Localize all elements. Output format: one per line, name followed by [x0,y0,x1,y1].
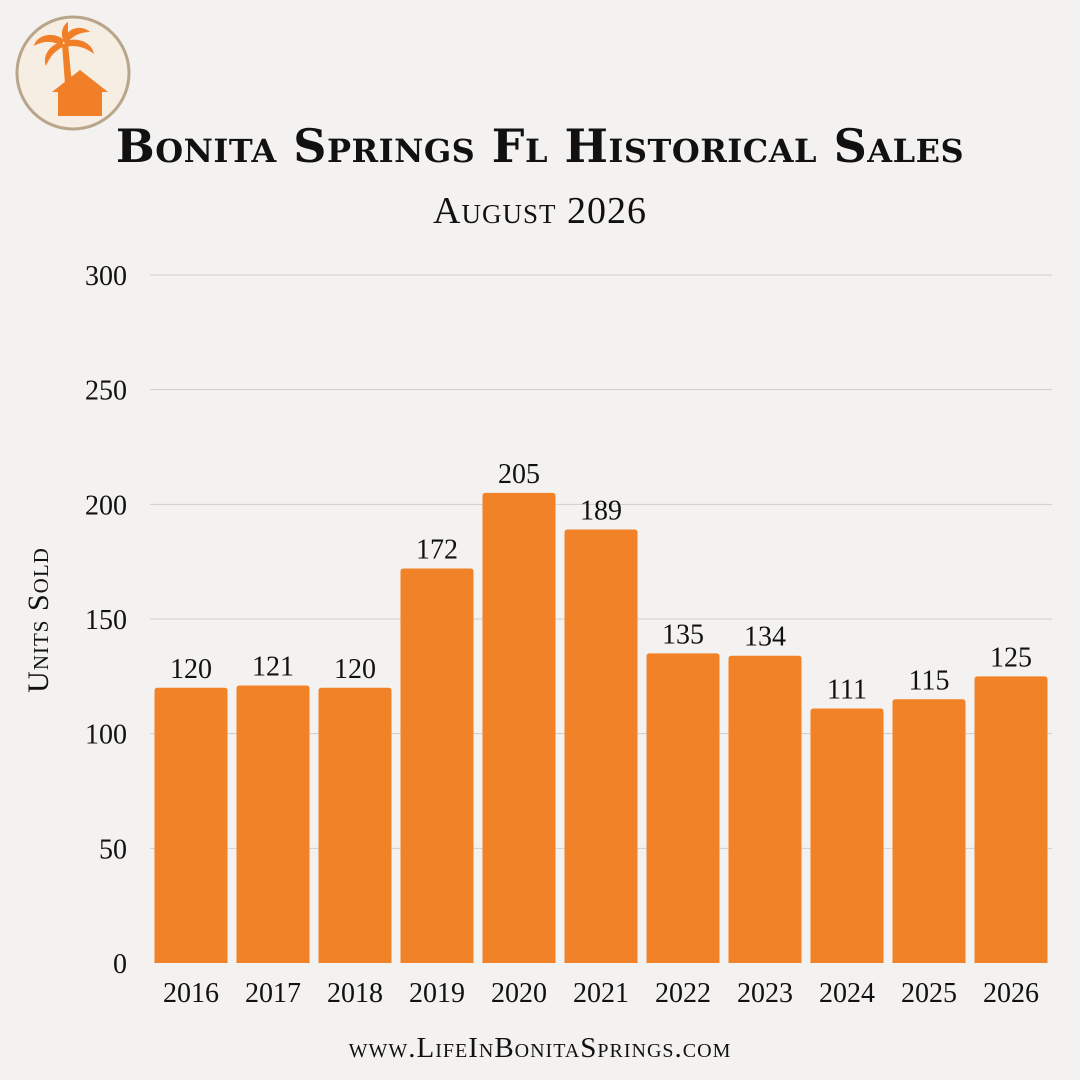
data-labels: 120 121 120 172 205 189 135 134 111 115 125 [170,459,1032,706]
data-label-2019: 172 [416,535,458,566]
bar-2021 [564,529,638,963]
chart-subtitle: August 2026 [433,190,647,232]
y-tick-label: 0 [113,949,127,980]
bar-2025 [892,699,966,963]
data-label-2020: 205 [498,459,540,490]
y-tick-label: 150 [85,605,127,636]
bar-2017 [236,685,310,963]
bar-2019 [400,568,474,963]
x-tick-label: 2019 [409,978,465,1009]
palm-tree-house-icon [34,22,108,116]
data-label-2024: 111 [827,674,867,705]
data-label-2025: 115 [909,665,950,696]
bars [154,492,1048,963]
data-label-2023: 134 [744,622,786,653]
chart-title: Bonita Springs Fl Historical Sales [115,119,965,173]
y-tick-label: 250 [85,376,127,407]
bar-2026 [974,676,1048,963]
x-tick-labels: 2016 2017 2018 2019 2020 2021 2022 2023 2024 2025… [163,978,1039,1009]
y-tick-label: 100 [85,720,127,751]
website-url: www.LifeInBonitaSprings.com [348,1032,732,1064]
bar-2016 [154,687,228,963]
data-label-2021: 189 [580,496,622,527]
logo [15,15,131,131]
x-tick-label: 2020 [491,978,547,1009]
data-label-2018: 120 [334,654,376,685]
y-axis-label: Units Sold [22,547,55,693]
y-tick-labels: 0 50 100 150 200 250 300 [85,261,127,980]
data-label-2026: 125 [990,642,1032,673]
x-tick-label: 2017 [245,978,301,1009]
x-tick-label: 2025 [901,978,957,1009]
x-tick-label: 2023 [737,978,793,1009]
bar-2023 [728,655,802,963]
x-tick-label: 2022 [655,978,711,1009]
y-tick-label: 50 [99,834,127,865]
bar-2020 [482,492,556,963]
bar-2018 [318,687,392,963]
x-tick-label: 2021 [573,978,629,1009]
x-tick-label: 2026 [983,978,1039,1009]
data-label-2017: 121 [252,652,294,683]
bar-2024 [810,708,884,963]
data-label-2022: 135 [662,619,704,650]
bar-2022 [646,653,720,963]
data-label-2016: 120 [170,654,212,685]
x-tick-label: 2016 [163,978,219,1009]
y-tick-label: 200 [85,490,127,521]
y-tick-label: 300 [85,261,127,292]
x-tick-label: 2018 [327,978,383,1009]
x-tick-label: 2024 [819,978,875,1009]
